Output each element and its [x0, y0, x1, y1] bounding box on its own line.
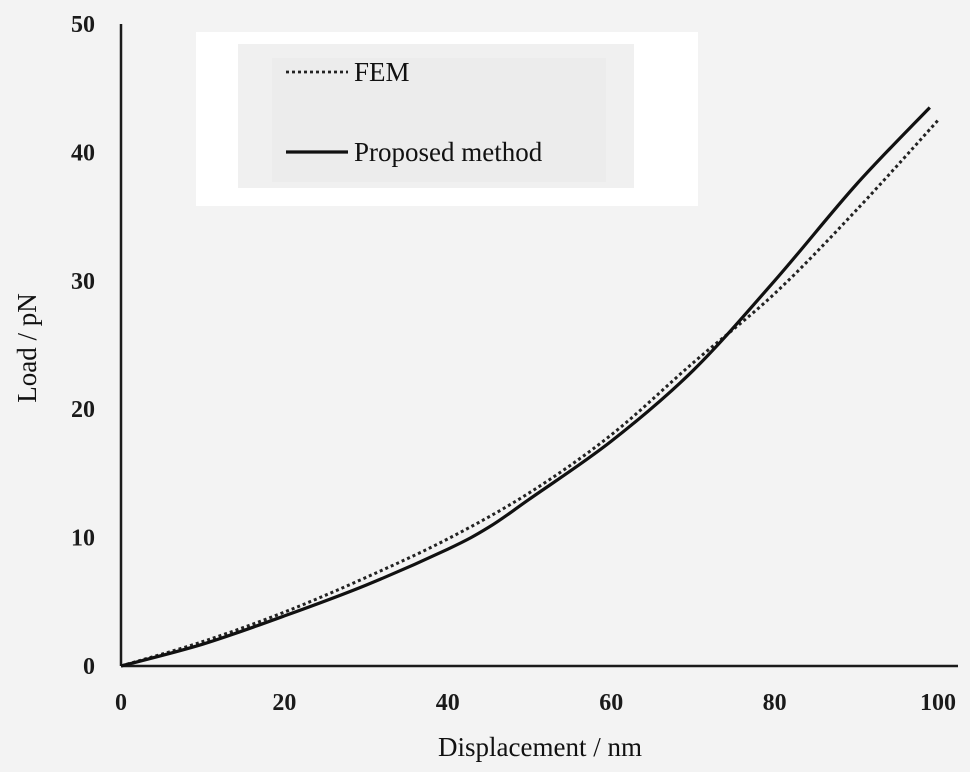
y-tick-label: 30: [71, 269, 95, 295]
y-tick-label: 50: [71, 12, 95, 38]
y-axis-title: Load / pN: [12, 293, 42, 402]
y-tick-label: 10: [71, 526, 95, 552]
series-line-fem: [120, 119, 940, 668]
legend: FEM Proposed method: [196, 32, 698, 206]
x-tick-labels: 0 20 40 60 80 100: [115, 690, 956, 716]
x-tick-label: 20: [272, 690, 296, 716]
x-tick-label: 40: [436, 690, 460, 716]
x-tick-label: 80: [763, 690, 787, 716]
y-tick-label: 0: [83, 654, 95, 680]
y-tick-label: 20: [71, 397, 95, 423]
legend-entry-panel: [272, 58, 606, 182]
series-lines: [120, 106, 940, 668]
legend-label-proposed: Proposed method: [354, 137, 543, 167]
y-tick-label: 40: [71, 140, 95, 166]
y-tick-labels: 0 10 20 30 40 50: [71, 12, 95, 680]
x-tick-label: 0: [115, 690, 127, 716]
series-line-proposed-method: [120, 106, 931, 668]
x-tick-label: 60: [599, 690, 623, 716]
legend-label-fem: FEM: [354, 57, 410, 87]
x-axis-title: Displacement / nm: [438, 732, 642, 762]
x-tick-label: 100: [920, 690, 956, 716]
